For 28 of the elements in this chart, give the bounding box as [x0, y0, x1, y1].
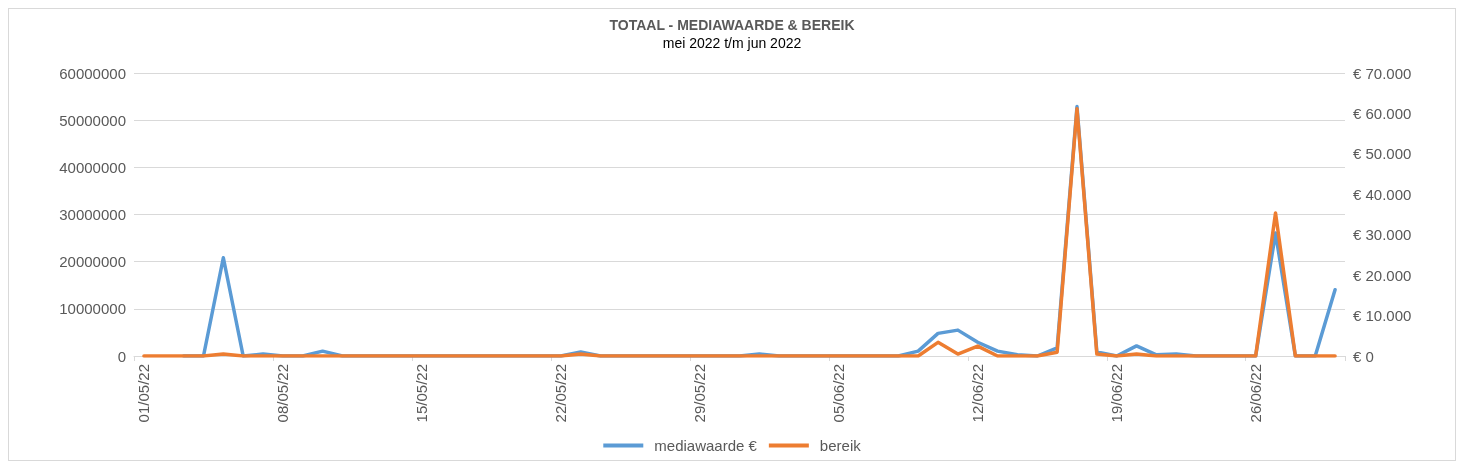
y-tick-label: 10000000 — [59, 300, 126, 318]
y-tick-label: 40000000 — [59, 158, 126, 176]
legend-label: bereik — [819, 437, 862, 454]
y2-tick-label: € 0 — [1353, 347, 1374, 365]
chart-title: TOTAAL - MEDIAWAARDE & BEREIK — [609, 17, 855, 33]
x-tick-label: 26/06/22 — [1247, 364, 1265, 423]
x-tick-label: 15/05/22 — [413, 364, 431, 423]
x-tick-label: 01/05/22 — [135, 364, 153, 423]
y-tick-label: 50000000 — [59, 111, 126, 129]
x-tick-label: 05/06/22 — [830, 364, 848, 423]
y2-tick-label: € 50.000 — [1353, 145, 1412, 163]
chart-subtitle: mei 2022 t/m jun 2022 — [662, 35, 802, 51]
x-tick-label: 22/05/22 — [552, 364, 570, 423]
y-tick-label: 30000000 — [59, 206, 126, 223]
y2-tick-label: € 20.000 — [1353, 266, 1412, 284]
y2-tick-label: € 70.000 — [1353, 64, 1412, 82]
x-tick-label: 29/05/22 — [691, 364, 709, 423]
y-tick-label: 60000000 — [59, 64, 126, 82]
y2-tick-label: € 10.000 — [1353, 307, 1412, 325]
x-tick-label: 12/06/22 — [969, 364, 987, 423]
x-tick-label: 19/06/22 — [1108, 364, 1126, 423]
y-tick-label: 20000000 — [59, 253, 126, 271]
legend-label: mediawaarde € — [654, 437, 758, 454]
y2-tick-label: € 40.000 — [1353, 185, 1412, 203]
y-tick-label: 0 — [117, 347, 126, 365]
y2-tick-label: € 30.000 — [1353, 226, 1412, 244]
y2-tick-label: € 60.000 — [1353, 104, 1412, 122]
x-tick-label: 08/05/22 — [274, 364, 292, 423]
